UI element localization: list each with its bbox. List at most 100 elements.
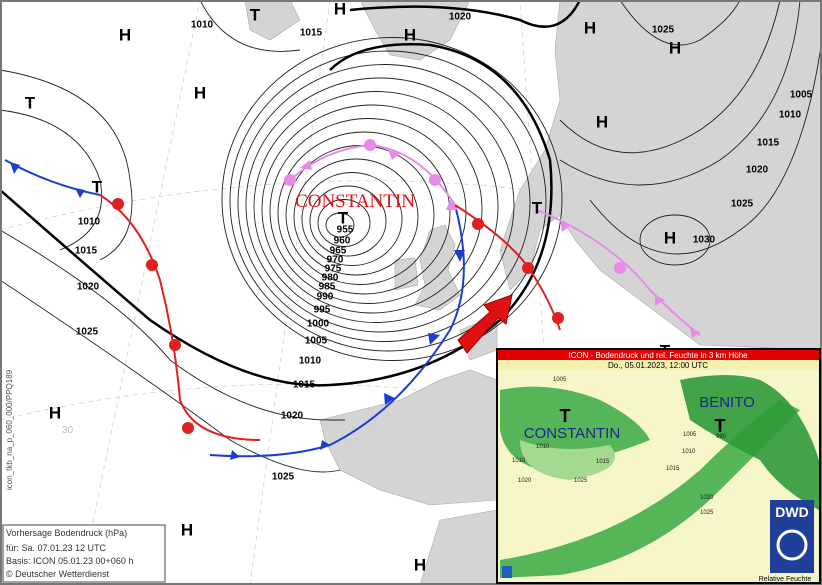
legend-basis: Basis: ICON 05.01.23 00+060 h: [6, 556, 133, 566]
pressure-center: H: [664, 228, 676, 247]
isobar-label: 970: [327, 255, 344, 266]
pressure-center: T: [532, 198, 543, 217]
legend-title: Vorhersage Bodendruck (hPa): [6, 528, 127, 538]
humidity: [680, 375, 819, 510]
isobar-label: 955: [337, 225, 354, 236]
isobar: [245, 77, 515, 333]
isobar-label: 1010: [779, 110, 802, 121]
inset: ICON - Bodendruck und rel. Feuchte in 3 …: [496, 348, 821, 584]
pressure-centers: H T H H H H T H H T T T H H H H T: [25, 0, 681, 574]
isobar-label: 960: [334, 236, 351, 247]
isobar: [293, 158, 419, 276]
inset-isobar-label: 1025: [574, 478, 588, 484]
inset-storm: BENITO: [699, 394, 755, 411]
isobar-label: 985: [319, 282, 336, 293]
inset-isobar-label: 1020: [518, 478, 532, 484]
inset-isobar-label: 1010: [512, 458, 526, 464]
pressure-center: H: [334, 0, 346, 18]
isobar: [221, 37, 563, 361]
isobar-label: 1010: [78, 217, 101, 228]
front-symbols: [10, 139, 700, 460]
pressure-center: H: [404, 25, 416, 44]
isobar-label: 1020: [746, 165, 769, 176]
inset-isobar-label: 1025: [700, 510, 714, 516]
isobar-label: 965: [330, 246, 347, 257]
isobar-label: 1015: [75, 246, 98, 257]
side-code: icon_tkb_na_p_060_000/PPQ189: [5, 369, 14, 490]
isobar-label: 1015: [293, 380, 316, 391]
pressure-center: T: [250, 5, 261, 24]
isobar: [301, 172, 403, 266]
isobar-label: 1025: [731, 199, 754, 210]
grid-label: 30: [62, 425, 74, 436]
pressure-center: H: [49, 403, 61, 422]
isobar-label: 1015: [300, 28, 323, 39]
isobar-labels: 1010 1015 1020 1025 1005 1010 1015 1020 1025 1030…: [75, 12, 813, 483]
isobar-label: 975: [325, 264, 342, 275]
humidity: [520, 440, 615, 480]
isobar-label: 1005: [790, 90, 813, 101]
isobar: [253, 91, 499, 323]
info-icon[interactable]: [502, 566, 512, 578]
pressure-center: H: [181, 520, 193, 539]
inset-storm: CONSTANTIN: [524, 425, 620, 442]
inset-time: Do., 05.01.2023, 12:00 UTC: [608, 361, 708, 370]
isobar: [309, 185, 387, 257]
isobar: [277, 131, 451, 295]
isobar-label: 1020: [449, 12, 472, 23]
pressure-center: H: [194, 83, 206, 102]
isobar-label: 1025: [272, 472, 295, 483]
inset-low: T: [560, 406, 571, 426]
isobar-label: 1020: [77, 282, 100, 293]
logo-swirl: [776, 529, 808, 561]
isobar-1020: [349, 0, 582, 28]
arrow: [457, 294, 513, 354]
legend-valid: für: Sa. 07.01.23 12 UTC: [6, 543, 107, 553]
isobar-label: 1020: [281, 411, 304, 422]
inset-isobar-label: 1015: [666, 466, 680, 472]
logo-box: [770, 500, 814, 573]
inset-header: [498, 350, 819, 360]
legend: Vorhersage Bodendruck (hPa) für: Sa. 07.…: [2, 524, 166, 583]
isobar-label: 990: [317, 292, 334, 303]
legend-box: [2, 524, 166, 583]
isobar-label: 995: [314, 305, 331, 316]
logo-text: DWD: [775, 504, 808, 520]
pressure-center: H: [596, 112, 608, 131]
graticule: [0, 0, 601, 585]
inset-footer: Relative Feuchte: [759, 576, 812, 583]
pressure-center: H: [669, 38, 681, 57]
inset-isobar-label: 1015: [596, 459, 610, 465]
legend-copyright: © Deutscher Wetterdienst: [6, 569, 110, 579]
isobar: [317, 199, 371, 247]
inset-isobar-label: 1005: [553, 377, 567, 383]
isobar-label: 1000: [307, 319, 330, 330]
pressure-center: H: [414, 555, 426, 574]
isobar: [229, 50, 547, 352]
isobar-label: 1015: [757, 138, 780, 149]
isobars: [0, 0, 822, 473]
pressure-center: T: [338, 208, 349, 227]
isobar-label: 1025: [76, 327, 99, 338]
inset-isobar-label: 1010: [682, 449, 696, 455]
inset-low: T: [715, 416, 726, 436]
isobar-label: 1030: [693, 235, 716, 246]
isobar-label: 1010: [299, 356, 322, 367]
inset-isobar-label: 990: [716, 434, 727, 440]
pressure-center: T: [25, 93, 36, 112]
isobar-label: 980: [322, 273, 339, 284]
isobar-label: 1005: [305, 336, 328, 347]
isobar: [261, 104, 483, 314]
isobar: [237, 64, 531, 342]
pressure-center: T: [92, 177, 103, 196]
inset-isobar-label: 1020: [700, 495, 714, 501]
pressure-center: H: [119, 25, 131, 44]
pressure-center: H: [584, 18, 596, 37]
inset-isobar-label: 1010: [536, 444, 550, 450]
inset-isobar-label: 1005: [683, 432, 697, 438]
isobar: [325, 212, 355, 238]
storm-name: CONSTANTIN: [295, 191, 415, 212]
occluded-front: [536, 209, 701, 336]
